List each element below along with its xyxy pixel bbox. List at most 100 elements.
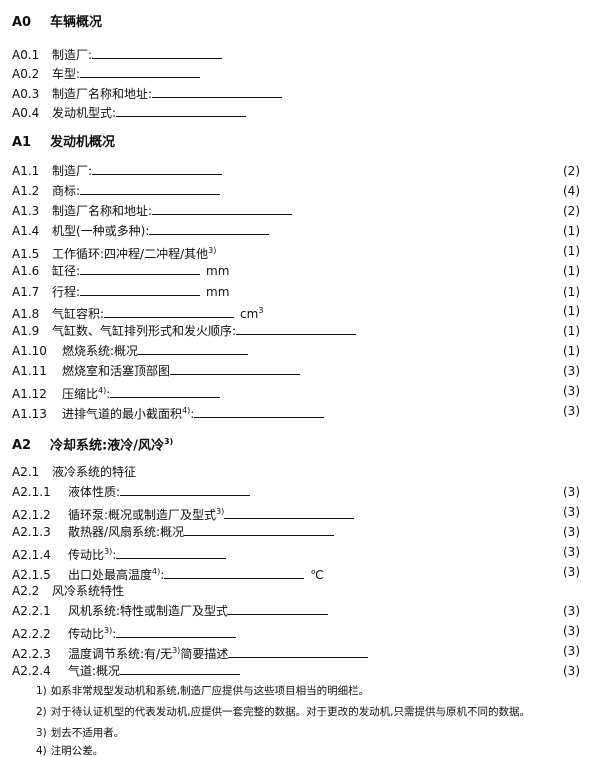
- item-label: 出口处最高温度: [68, 568, 153, 582]
- superscript: 3): [208, 246, 217, 255]
- item-note: (1): [563, 264, 580, 278]
- footnote: 2) 对于待认证机型的代表发动机,应提供一套完整的数据。对于更改的发动机,只需提供…: [36, 705, 530, 719]
- unit: ℃: [310, 568, 324, 582]
- fill-line: [92, 162, 223, 175]
- fill-line: [110, 385, 221, 398]
- form-item: A0.2 车型:: [12, 65, 580, 83]
- item-label: 传动比: [68, 548, 105, 562]
- section-title: 冷却系统:液冷/风冷: [50, 438, 164, 454]
- item-number: A1.2: [12, 184, 40, 198]
- fill-line: [152, 202, 293, 215]
- superscript: 3): [172, 646, 181, 655]
- item-number: A2.2: [12, 584, 40, 598]
- footnote-number: 3): [36, 727, 47, 739]
- item-label-tail: :: [112, 548, 117, 562]
- item-note: (3): [563, 604, 580, 618]
- footnote: 4) 注明公差。: [36, 744, 103, 757]
- form-item: A1.9 气缸数、气缸排列形式和发火顺序: (1): [12, 322, 580, 340]
- item-number: A0.4: [12, 106, 40, 120]
- item-number: A2.1.2: [12, 508, 51, 522]
- unit: cm: [240, 307, 259, 321]
- section-number: A2: [12, 438, 32, 454]
- item-number: A1.7: [12, 285, 40, 299]
- item-label-tail: :: [190, 407, 195, 421]
- item-number: A1.12: [12, 387, 47, 401]
- item-note: (1): [563, 324, 580, 338]
- section-heading: A2 冷却系统:液冷/风冷3): [12, 433, 580, 454]
- fill-line: [120, 662, 241, 675]
- footnote-text: 划去不适用者。: [50, 727, 125, 739]
- item-label: 气道:概况: [68, 664, 121, 678]
- item-note: (3): [563, 565, 580, 579]
- item-number: A2.1.4: [12, 548, 51, 562]
- form-item: A2.1.2 循环泵:概况或制造厂及型式3) (3): [12, 503, 580, 522]
- item-number: A1.11: [12, 364, 47, 378]
- item-label: 商标:: [52, 184, 81, 198]
- form-item: A1.11 燃烧室和活塞顶部图 (3): [12, 362, 580, 380]
- form-item: A1.12 压缩比4): (3): [12, 382, 580, 401]
- item-note: (3): [563, 384, 580, 398]
- superscript: 3): [104, 626, 113, 635]
- footnote-number: 2): [36, 706, 47, 718]
- item-label: 传动比: [68, 627, 105, 641]
- item-number: A1.10: [12, 344, 47, 358]
- item-label-tail: :: [160, 568, 165, 582]
- form-item: A1.7 行程: mm (1): [12, 283, 580, 301]
- form-item: A0.4 发动机型式:: [12, 104, 580, 122]
- item-number: A0.3: [12, 87, 40, 101]
- form-item: A2.2.1 风机系统:特性或制造厂及型式 (3): [12, 602, 580, 620]
- fill-line: [92, 46, 223, 59]
- item-label: 进排气道的最小截面积: [62, 407, 183, 421]
- item-label: 制造厂:: [52, 164, 93, 178]
- item-label: 制造厂名称和地址:: [52, 87, 153, 101]
- fill-line: [116, 625, 237, 638]
- item-label: 液体性质:: [68, 485, 121, 499]
- item-label: 车型:: [52, 67, 81, 81]
- superscript: 4): [182, 406, 191, 415]
- form-item: A2.1.3 散热器/风扇系统:概况 (3): [12, 523, 580, 541]
- unit: mm: [206, 264, 230, 278]
- item-number: A1.5: [12, 247, 40, 261]
- item-label: 液冷系统的特征: [52, 465, 137, 479]
- item-label: 行程:: [52, 285, 81, 299]
- fill-line: [80, 262, 201, 275]
- item-number: A1.3: [12, 204, 40, 218]
- section-title: 车辆概况: [50, 15, 103, 30]
- item-note: (3): [563, 404, 580, 418]
- form-item: A1.4 机型(一种或多种): (1): [12, 222, 580, 240]
- item-label: 燃烧系统:概况: [62, 344, 139, 358]
- item-label: 缸径:: [52, 264, 81, 278]
- item-label: 燃烧室和活塞顶部图: [62, 364, 171, 378]
- form-item: A0.1 制造厂:: [12, 46, 580, 64]
- item-note: (3): [563, 644, 580, 658]
- item-note: (2): [563, 204, 580, 218]
- form-item: A1.5 工作循环:四冲程/二冲程/其他3) (1): [12, 242, 580, 261]
- form-item: A2.2.4 气道:概况 (3): [12, 662, 580, 680]
- fill-line: [164, 566, 305, 579]
- item-note: (1): [563, 224, 580, 238]
- footnote: 1) 如系非常规型发动机和系统,制造厂应提供与这些项目相当的明细栏。: [36, 684, 369, 698]
- item-label: 气缸容积:: [52, 307, 105, 321]
- item-number: A2.1.5: [12, 568, 51, 582]
- footnote-number: 1): [36, 685, 47, 697]
- form-item: A1.13 进排气道的最小截面积4): (3): [12, 402, 580, 421]
- item-number: A1.13: [12, 407, 47, 421]
- fill-line: [138, 342, 249, 355]
- unit: mm: [206, 285, 230, 299]
- fill-line: [184, 523, 335, 536]
- form-item: A1.10 燃烧系统:概况 (1): [12, 342, 580, 360]
- form-item: A2.2.2 传动比3): (3): [12, 622, 580, 641]
- fill-line: [224, 506, 355, 519]
- item-number: A1.1: [12, 164, 40, 178]
- item-label: 风冷系统特性: [52, 584, 125, 598]
- form-item: A2.1 液冷系统的特征: [12, 463, 580, 481]
- superscript: 3): [216, 507, 225, 516]
- footnote: 3) 划去不适用者。: [36, 726, 124, 740]
- item-number: A2.2.1: [12, 604, 51, 618]
- item-label: 风机系统:特性或制造厂及型式: [68, 604, 229, 618]
- fill-line: [194, 405, 325, 418]
- form-item: A1.1 制造厂: (2): [12, 162, 580, 180]
- fill-line: [152, 85, 283, 98]
- form-item: A1.6 缸径: mm (1): [12, 262, 580, 280]
- item-note: (3): [563, 664, 580, 678]
